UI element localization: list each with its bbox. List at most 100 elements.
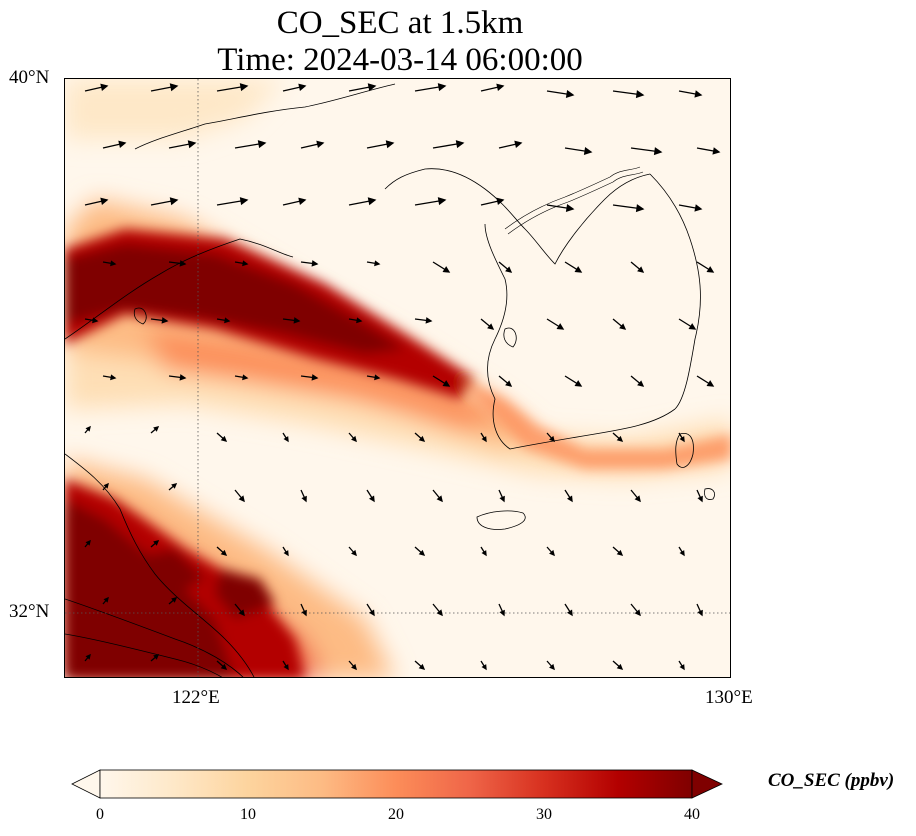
wind-arrow-head xyxy=(110,260,117,267)
wind-arrow-head xyxy=(565,204,575,212)
wind-arrow-head xyxy=(487,323,495,330)
colorbar-tick: 10 xyxy=(240,806,256,823)
wind-arrow-head xyxy=(706,380,715,387)
wind-arrow-head xyxy=(499,495,505,503)
wind-arrow-head xyxy=(437,197,447,206)
wind-arrow-head xyxy=(368,495,375,503)
colorbar-extend-min xyxy=(71,769,101,799)
wind-arrow-head xyxy=(549,663,555,671)
wind-arrow-head xyxy=(351,435,357,443)
wind-arrow-head xyxy=(455,140,465,149)
wind-arrow-head xyxy=(367,197,377,206)
wind-arrow-head xyxy=(161,317,169,324)
coastlines xyxy=(65,83,715,677)
wind-arrow-head xyxy=(179,260,187,267)
wind-arrow-head xyxy=(637,266,645,273)
wind-arrow-head xyxy=(549,549,555,557)
wind-arrow-head xyxy=(418,435,426,442)
wind-arrow-head xyxy=(679,664,685,671)
lon-label-122e: 122°E xyxy=(172,687,220,708)
colorbar-tick: 40 xyxy=(684,806,700,823)
wind-arrow-head xyxy=(179,374,187,381)
wind-arrow-head xyxy=(238,495,245,503)
wind-arrow-head xyxy=(505,380,513,387)
colorbar-tick: 0 xyxy=(96,806,104,823)
wind-arrow-head xyxy=(619,323,627,330)
wind-arrow-head xyxy=(220,549,228,556)
wind-arrow-head xyxy=(566,495,573,503)
wind-arrow-head xyxy=(496,197,505,205)
wind-arrow-head xyxy=(374,374,381,381)
wind-arrow-head xyxy=(549,435,555,443)
wind-arrow-head xyxy=(238,609,245,617)
wind-arrow-head xyxy=(283,436,289,443)
wind-arrow-head xyxy=(368,609,375,617)
lon-label-130e: 130°E xyxy=(705,687,753,708)
wind-arrow-head xyxy=(442,266,451,273)
wind-arrow-head xyxy=(637,380,645,387)
wind-arrow-head xyxy=(374,260,381,267)
wind-arrow-head xyxy=(616,435,624,442)
wind-arrow-head xyxy=(418,549,426,556)
wind-arrow-head xyxy=(85,425,91,432)
wind-arrow-head xyxy=(436,495,443,503)
wind-arrow-head xyxy=(437,83,447,92)
wind-arrow-head xyxy=(85,653,91,660)
wind-arrow-head xyxy=(697,495,703,503)
wind-arrow-head xyxy=(481,436,487,443)
border-line xyxy=(504,166,644,235)
lat-label-32n: 32°N xyxy=(9,601,50,622)
wind-arrow-head xyxy=(583,147,593,155)
colorbar-gradient xyxy=(99,769,693,799)
wind-arrow-head xyxy=(293,317,301,324)
wind-arrow-head xyxy=(239,197,249,206)
wind-arrow-head xyxy=(616,663,624,670)
wind-arrow-head xyxy=(635,90,645,99)
wind-arrow-head xyxy=(635,204,645,213)
colorbar-label: CO_SEC (ppbv) xyxy=(768,770,895,791)
wind-arrow-head xyxy=(298,83,307,91)
wind-arrow-head xyxy=(118,140,127,148)
wind-arrow-head xyxy=(311,374,319,381)
map-title-line2: Time: 2024-03-14 06:00:00 xyxy=(217,42,583,78)
wind-arrow-head xyxy=(679,436,685,443)
wind-arrow-head xyxy=(85,539,91,546)
wind-arrow-head xyxy=(505,266,513,273)
wind-arrow-head xyxy=(706,266,715,273)
wind-arrow-head xyxy=(103,596,109,603)
wind-arrow-head xyxy=(242,260,249,267)
wind-arrow-head xyxy=(574,266,583,273)
wind-arrow-head xyxy=(367,83,377,92)
wind-arrow-head xyxy=(316,140,325,148)
wind-arrow-head xyxy=(169,197,179,206)
wind-arrow-head xyxy=(257,140,267,149)
wind-arrow-head xyxy=(220,663,228,670)
wind-arrow-head xyxy=(688,323,697,330)
wind-arrow-head xyxy=(153,426,160,432)
wind-arrow-head xyxy=(187,140,197,149)
map-panel xyxy=(64,78,731,678)
wind-arrow-head xyxy=(242,374,249,381)
co-field-high xyxy=(65,229,730,677)
wind-arrow-head xyxy=(220,435,228,442)
wind-arrow-head xyxy=(425,317,433,324)
wind-arrow-head xyxy=(653,147,663,156)
wind-arrow-head xyxy=(514,140,523,148)
wind-arrow-head xyxy=(153,654,160,660)
wind-arrow-head xyxy=(171,597,178,603)
wind-arrow-head xyxy=(351,549,357,557)
wind-arrow-head xyxy=(171,483,178,489)
wind-arrow-head xyxy=(496,83,505,91)
colorbar-extend-max xyxy=(691,769,723,799)
wind-arrow-head xyxy=(481,664,487,671)
wind-arrow-head xyxy=(436,609,443,617)
map-title-line1: CO_SEC at 1.5km xyxy=(276,5,524,41)
wind-arrow-head xyxy=(100,83,109,91)
wind-arrow-head xyxy=(92,317,99,324)
wind-arrow-head xyxy=(616,549,624,556)
wind-arrow-head xyxy=(418,663,426,670)
wind-arrow-head xyxy=(351,663,357,671)
gridlines xyxy=(65,79,730,677)
wind-arrow-head xyxy=(481,550,487,557)
wind-arrow-head xyxy=(634,609,641,617)
